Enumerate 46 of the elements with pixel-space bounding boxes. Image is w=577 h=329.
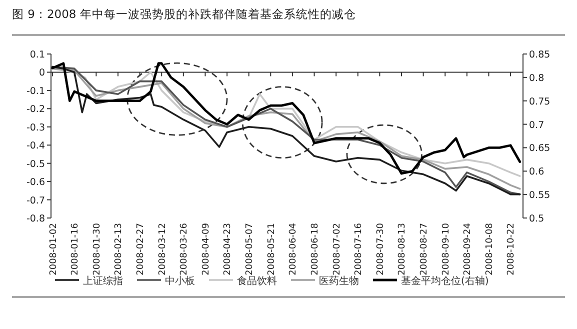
- legend-label: 中小板: [165, 275, 195, 287]
- x-tick-label: 2008-07-02: [332, 223, 342, 276]
- y-tick-label: -0.4: [26, 140, 45, 152]
- x-tick-label: 2008-06-04: [288, 222, 299, 276]
- x-tick-label: 2008-10-08: [484, 222, 495, 276]
- y2-tick-label: 0.8: [529, 72, 544, 84]
- x-tick-label: 2008-06-18: [310, 222, 320, 276]
- y-tick-label: -0.3: [26, 122, 45, 134]
- x-tick-label: 2008-04-09: [201, 222, 212, 276]
- y-tick-label: 0: [38, 68, 45, 79]
- legend-label: 基金平均仓位(右轴): [401, 275, 489, 287]
- y-tick-label: -0.2: [26, 104, 45, 116]
- chart-title: 图 9：2008 年中每一波强势股的补跌都伴随着基金系统性的减仓: [12, 7, 356, 21]
- y2-tick-label: 0.55: [529, 190, 550, 202]
- y-tick-label: -0.7: [26, 195, 45, 206]
- y2-tick-label: 0.75: [529, 96, 550, 108]
- x-tick-label: 2008-05-21: [266, 223, 277, 276]
- y-tick-label: -0.1: [26, 86, 45, 97]
- y-tick-label: -0.6: [26, 177, 45, 188]
- x-tick-label: 2008-08-13: [398, 223, 408, 276]
- x-tick-label: 2008-01-16: [70, 222, 81, 276]
- x-tick-label: 2008-08-27: [420, 223, 430, 276]
- x-tick-label: 2008-04-23: [223, 223, 234, 276]
- legend-label: 医药生物: [319, 275, 359, 287]
- x-tick-label: 2008-03-12: [158, 223, 168, 276]
- y2-tick-label: 0.5: [529, 214, 544, 224]
- x-tick-label: 2008-01-30: [92, 222, 102, 276]
- x-tick-label: 2008-02-27: [136, 223, 146, 276]
- y2-tick-label: 0.65: [529, 143, 550, 154]
- x-tick-label: 2008-03-26: [180, 222, 190, 276]
- legend-label: 上证综指: [83, 275, 123, 287]
- x-tick-label: 2008-05-07: [245, 223, 256, 276]
- y-tick-label: 0.1: [30, 50, 45, 60]
- x-tick-label: 2008-09-10: [441, 222, 452, 276]
- x-tick-label: 2008-01-02: [48, 223, 59, 276]
- y2-tick-label: 0.85: [529, 50, 550, 60]
- y-tick-label: -0.5: [26, 158, 45, 170]
- x-tick-label: 2008-07-16: [354, 222, 364, 276]
- x-tick-label: 2008-07-30: [376, 222, 386, 276]
- y-tick-label: -0.8: [26, 214, 45, 224]
- x-tick-label: 2008-02-13: [114, 223, 124, 276]
- legend-label: 食品饮料: [237, 275, 277, 287]
- x-tick-label: 2008-09-24: [463, 222, 474, 276]
- x-tick-label: 2008-10-22: [506, 223, 517, 276]
- y2-tick-label: 0.6: [529, 166, 544, 178]
- y2-tick-label: 0.7: [529, 120, 544, 131]
